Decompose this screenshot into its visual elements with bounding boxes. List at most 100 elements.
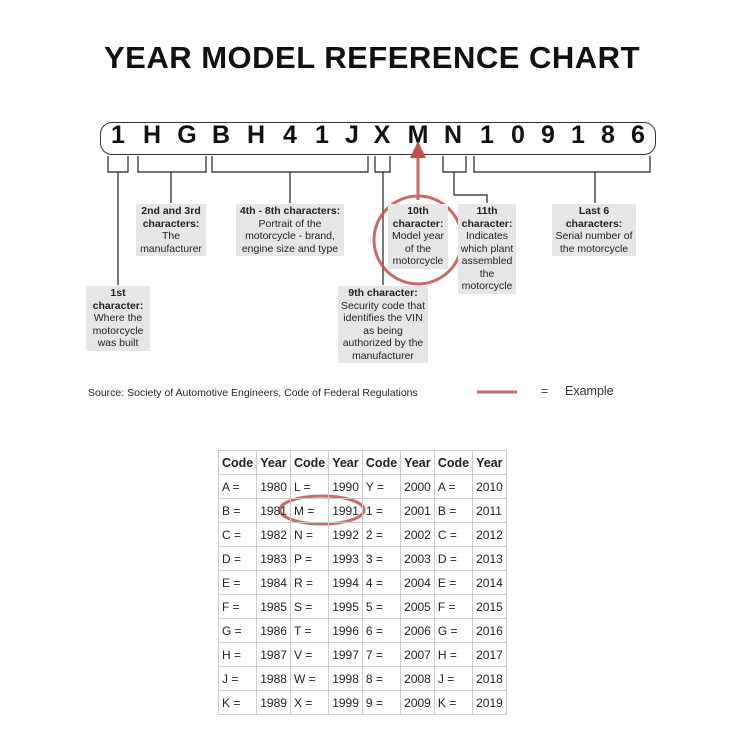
code-cell: J =: [433, 666, 474, 691]
code-cell: 8 =: [361, 666, 402, 691]
year-cell: 1983: [256, 546, 291, 571]
table-row: C = 1982 N = 1992 2 = 2002 C = 2012: [217, 522, 507, 547]
column-header: Code: [361, 450, 402, 475]
year-cell: 2006: [400, 618, 435, 643]
code-cell: D =: [433, 546, 474, 571]
code-cell: E =: [433, 570, 474, 595]
column-header: Year: [328, 450, 363, 475]
vin-character: 8: [601, 121, 615, 149]
table-row: K = 1989 X = 1999 9 = 2009 K = 2019: [217, 690, 507, 715]
code-cell: 4 =: [361, 570, 402, 595]
code-cell: D =: [217, 546, 258, 571]
code-cell: C =: [433, 522, 474, 547]
year-cell: 2013: [472, 546, 507, 571]
vin-character: 1: [571, 121, 585, 149]
year-cell: 1987: [256, 642, 291, 667]
year-cell: 2008: [400, 666, 435, 691]
year-cell: 2000: [400, 474, 435, 499]
code-cell: X =: [289, 690, 330, 715]
code-cell: G =: [217, 618, 258, 643]
year-cell: 1992: [328, 522, 363, 547]
vin-box: [100, 122, 656, 155]
code-cell: 7 =: [361, 642, 402, 667]
year-cell: 2010: [472, 474, 507, 499]
year-cell: 2015: [472, 594, 507, 619]
label-2nd-3rd-characters: 2nd and 3rd characters: The manufacturer: [136, 204, 206, 256]
label-9th-character: 9th character: Security code that identif…: [338, 286, 428, 363]
code-cell: F =: [217, 594, 258, 619]
code-cell: J =: [217, 666, 258, 691]
code-cell: S =: [289, 594, 330, 619]
year-cell: 1998: [328, 666, 363, 691]
vin-character: 1: [315, 121, 329, 149]
label-10th-character: 10th character: Model year of the motorcy…: [388, 204, 448, 269]
vin-character: G: [177, 121, 197, 149]
code-cell: 6 =: [361, 618, 402, 643]
label-1st-character: 1st character: Where the motorcycle was b…: [86, 286, 150, 351]
column-header: Year: [256, 450, 291, 475]
table-row: F = 1985 S = 1995 5 = 2005 F = 2015: [217, 594, 507, 619]
year-cell: 1999: [328, 690, 363, 715]
year-cell: 2009: [400, 690, 435, 715]
year-cell: 2018: [472, 666, 507, 691]
vin-character: J: [345, 121, 359, 149]
year-cell: 1995: [328, 594, 363, 619]
code-cell: B =: [433, 498, 474, 523]
vin-character: 9: [541, 121, 555, 149]
year-cell: 1990: [328, 474, 363, 499]
legend-example-label: Example: [565, 384, 614, 398]
table-row: H = 1987 V = 1997 7 = 2007 H = 2017: [217, 642, 507, 667]
vin-character: 1: [111, 121, 125, 149]
code-cell: A =: [217, 474, 258, 499]
column-header: Year: [400, 450, 435, 475]
year-cell: 1994: [328, 570, 363, 595]
table-row: B = 1981 M = 1991 1 = 2001 B = 2011: [217, 498, 507, 523]
legend-equals: =: [541, 384, 549, 398]
year-cell: 2016: [472, 618, 507, 643]
year-cell: 1985: [256, 594, 291, 619]
year-cell: 1986: [256, 618, 291, 643]
year-cell: 2019: [472, 690, 507, 715]
table-row: A = 1980 L = 1990 Y = 2000 A = 2010: [217, 474, 507, 499]
year-cell: 2012: [472, 522, 507, 547]
code-cell: V =: [289, 642, 330, 667]
year-cell: 2004: [400, 570, 435, 595]
year-cell: 2011: [472, 498, 507, 523]
table-row: E = 1984 R = 1994 4 = 2004 E = 2014: [217, 570, 507, 595]
code-cell: 9 =: [361, 690, 402, 715]
year-cell: 1984: [256, 570, 291, 595]
vin-character: M: [407, 121, 429, 149]
code-cell: A =: [433, 474, 474, 499]
vin-character: B: [211, 121, 231, 149]
year-cell: 1988: [256, 666, 291, 691]
year-cell: 2001: [400, 498, 435, 523]
label-4th-8th-characters: 4th - 8th characters: Portrait of the mot…: [236, 204, 344, 256]
code-cell: R =: [289, 570, 330, 595]
vin-character: H: [142, 121, 162, 149]
vin-character: 4: [283, 121, 297, 149]
label-11th-character: 11th character: Indicates which plant ass…: [458, 204, 516, 294]
code-cell: F =: [433, 594, 474, 619]
vin-character: N: [443, 121, 463, 149]
column-header: Code: [289, 450, 330, 475]
column-header: Code: [433, 450, 474, 475]
year-cell: 1989: [256, 690, 291, 715]
code-cell: H =: [217, 642, 258, 667]
year-code-table: Code Year Code Year Code Year Code Year A = 1980…: [217, 450, 507, 715]
column-header: Year: [472, 450, 507, 475]
year-cell: 2007: [400, 642, 435, 667]
code-cell: C =: [217, 522, 258, 547]
vin-character: H: [246, 121, 266, 149]
code-cell: K =: [433, 690, 474, 715]
vin-character: 6: [631, 121, 645, 149]
year-cell: 2005: [400, 594, 435, 619]
year-cell: 2017: [472, 642, 507, 667]
label-last-6-characters: Last 6 characters: Serial number of the m…: [552, 204, 636, 256]
code-cell: Y =: [361, 474, 402, 499]
code-cell: 3 =: [361, 546, 402, 571]
table-row: G = 1986 T = 1996 6 = 2006 G = 2016: [217, 618, 507, 643]
code-cell: T =: [289, 618, 330, 643]
source-note: Source: Society of Automotive Engineers,…: [88, 387, 418, 399]
code-cell: L =: [289, 474, 330, 499]
